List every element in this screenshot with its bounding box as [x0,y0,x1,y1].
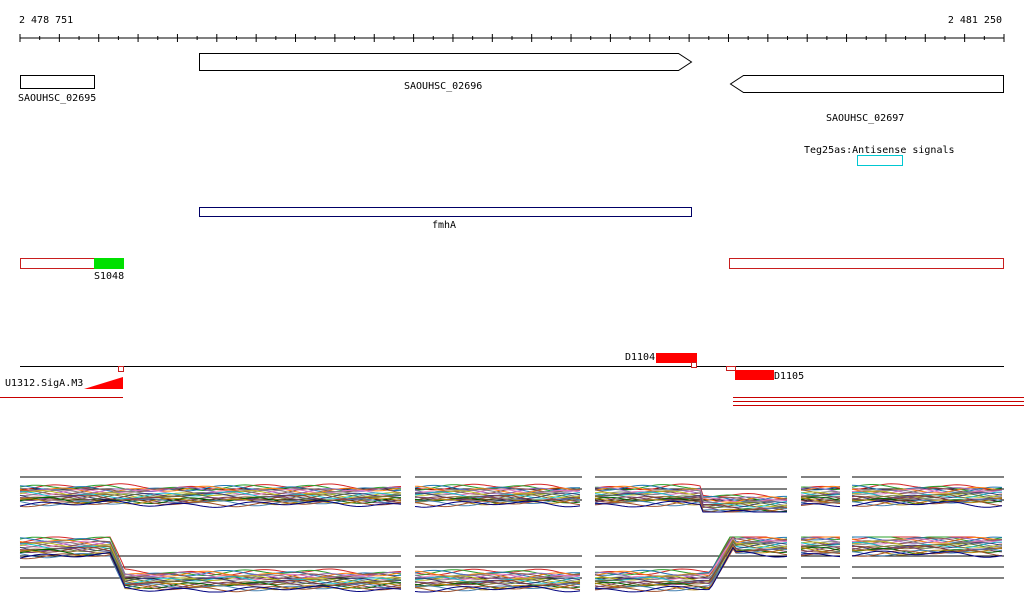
expression-series-line [594,546,788,593]
expression-series-line [852,536,1003,543]
gene-saouhsc-02695-label: SAOUHSC_02695 [18,93,96,104]
expression-series-line [851,550,1003,558]
expression-series-line [19,553,402,592]
fmha-label: fmhA [432,220,456,231]
gene-saouhsc-02697-label: SAOUHSC_02697 [826,113,904,124]
expression-series-line [19,492,402,500]
expression-series-line [800,546,841,551]
expression-series-line [19,553,402,593]
u1312-label: U1312.SigA.M3 [5,378,83,389]
expression-series-line [414,485,581,494]
d1104-box[interactable] [656,353,697,363]
u1312-marker [118,366,124,372]
expression-series-line [851,541,1002,549]
expression-series-line [19,546,402,585]
expression-series-line [851,484,1003,493]
expression-series-line [414,498,581,507]
expression-series-line [851,537,1003,545]
expression-series-line [414,499,581,508]
expression-track-top [19,476,1004,513]
d1105-label: D1105 [774,371,804,382]
expression-series-line [851,491,1002,499]
d1105-box[interactable] [735,370,774,380]
expression-series-line [800,552,841,556]
expression-series-line [415,583,581,591]
d1104-label: D1104 [625,352,655,363]
expression-series-line [19,500,402,508]
expression-series-line [414,500,581,508]
expression-series-line [800,496,841,501]
expression-series-line [594,500,787,513]
expression-series-line [20,543,402,584]
ruler-end-label: 2 481 250 [948,15,1002,26]
expression-series-line [594,500,787,513]
expression-series-line [19,499,402,508]
antisense-signal-box[interactable] [857,155,903,166]
expression-series-line [594,536,788,576]
expression-series-line [851,542,1003,551]
expression-series-line [851,488,1003,495]
ruler-ticks [19,34,1005,42]
gene-saouhsc-02697-arrow[interactable] [729,75,1004,93]
expression-series-line [851,548,1003,557]
antisense-signal-label: Teg25as:Antisense signals [804,145,955,156]
expression-series-line [414,583,581,592]
expression-series-line [800,503,841,508]
d1104-marker [691,362,697,368]
s1048-box[interactable] [94,258,124,269]
fmha-box[interactable] [199,207,692,217]
expression-series-line [800,502,841,506]
expression-series-line [594,536,788,576]
expression-series-line [800,553,841,558]
expression-series-line [594,548,788,592]
expression-series-line [414,585,581,593]
expression-series-line [851,492,1003,501]
expression-series-line [19,498,402,507]
expression-series-line [851,498,1003,507]
expression-series-line [414,489,581,498]
d1105-marker [726,366,736,371]
expression-series-line [19,536,402,576]
expression-series-line [800,537,841,543]
expression-series-line [594,484,788,501]
expression-series-line [414,584,581,593]
u1312-signal-triangle[interactable] [84,377,123,389]
expression-series-line [594,536,788,580]
expression-series-line [594,483,788,500]
expression-series-line [415,498,581,506]
expression-series-line [414,574,581,583]
gene-saouhsc-02696-label: SAOUHSC_02696 [404,81,482,92]
expression-series-line [594,539,788,582]
expression-series-line [594,487,788,504]
expression-series-line [851,500,1003,508]
s1048-label: S1048 [94,271,124,282]
expression-series-line [800,546,840,553]
segment-right[interactable] [729,258,1004,269]
expression-series-line [414,570,581,579]
expression-series-line [851,487,1003,495]
expression-series-line [851,538,1003,545]
ruler-start-label: 2 478 751 [19,15,73,26]
gene-saouhsc-02695[interactable] [20,75,95,89]
expression-series-line [19,552,402,593]
expression-series-line [19,483,402,491]
expression-series-line [800,496,840,503]
expression-series-line [800,485,841,491]
expression-series-line [594,489,788,506]
expression-track-bottom [19,536,1004,593]
expression-series-line [800,536,840,541]
gene-saouhsc-02696-arrow[interactable] [199,53,693,71]
expression-series-line [800,487,841,493]
expression-series-line [20,491,402,499]
